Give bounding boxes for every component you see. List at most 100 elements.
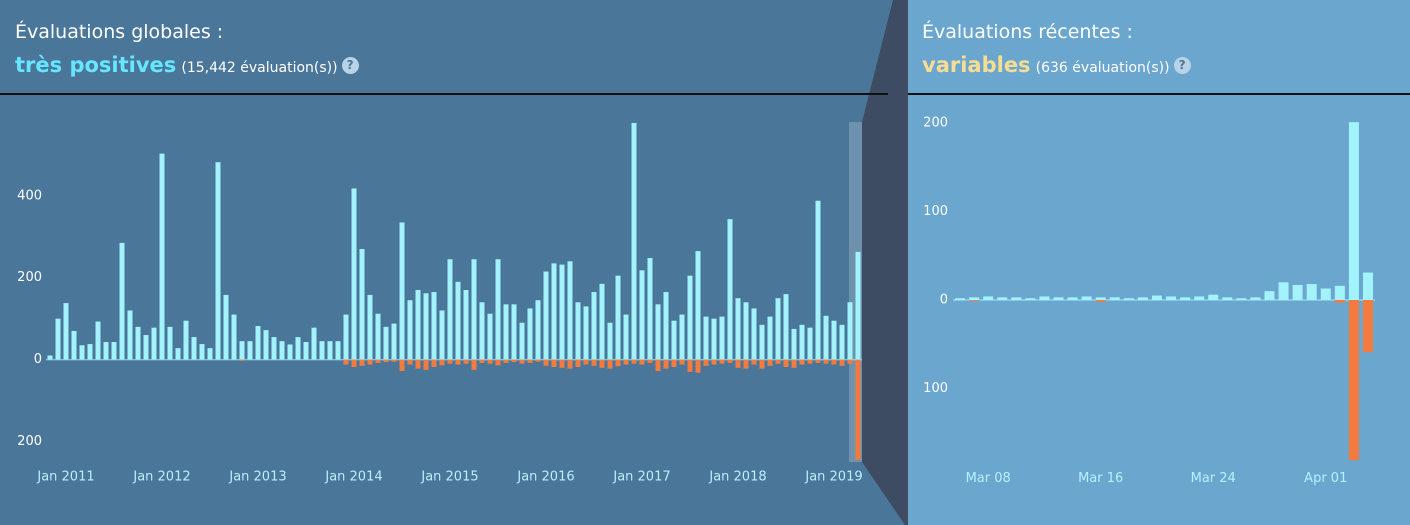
bar bbox=[775, 359, 781, 364]
bar bbox=[1334, 299, 1345, 303]
bar bbox=[1095, 299, 1106, 302]
review-count: (15,442 évaluation(s)) bbox=[181, 60, 338, 76]
bar bbox=[623, 359, 629, 365]
bar bbox=[1348, 299, 1359, 461]
y-tick-label: 400 bbox=[17, 188, 42, 203]
bar bbox=[279, 341, 285, 360]
bar bbox=[855, 251, 861, 360]
help-icon[interactable]: ? bbox=[1173, 57, 1191, 74]
bar bbox=[969, 299, 980, 301]
bar bbox=[855, 359, 861, 460]
bar bbox=[391, 323, 397, 360]
bar bbox=[1292, 284, 1303, 300]
bar bbox=[671, 359, 677, 367]
bar bbox=[343, 314, 349, 360]
bar bbox=[487, 313, 493, 360]
bar bbox=[719, 316, 725, 360]
bar bbox=[47, 355, 53, 360]
bar bbox=[1362, 272, 1373, 300]
bar bbox=[239, 359, 245, 361]
bar bbox=[479, 359, 485, 363]
bar bbox=[639, 359, 645, 365]
bar bbox=[231, 314, 237, 360]
bar bbox=[735, 359, 741, 368]
bar bbox=[759, 324, 765, 360]
bar bbox=[63, 303, 69, 360]
bar bbox=[495, 359, 501, 366]
bar bbox=[263, 330, 269, 360]
bar bbox=[431, 359, 437, 367]
x-tick-label: Jan 2016 bbox=[516, 470, 574, 485]
bar bbox=[111, 342, 117, 360]
bar bbox=[719, 359, 725, 364]
bar bbox=[615, 275, 621, 360]
bar bbox=[687, 359, 693, 372]
bar bbox=[535, 359, 541, 362]
bar bbox=[223, 294, 229, 360]
bar bbox=[687, 275, 693, 360]
bar bbox=[239, 341, 245, 360]
bar bbox=[559, 359, 565, 368]
bar bbox=[175, 348, 181, 360]
bar bbox=[767, 359, 773, 366]
bar bbox=[807, 327, 813, 360]
bar bbox=[727, 219, 733, 360]
bar bbox=[839, 324, 845, 360]
bar bbox=[359, 359, 365, 366]
bar bbox=[567, 359, 573, 369]
bar bbox=[335, 341, 341, 360]
bar bbox=[551, 359, 557, 367]
help-icon[interactable]: ? bbox=[341, 57, 359, 74]
bar bbox=[823, 359, 829, 364]
bar bbox=[791, 328, 797, 360]
bar bbox=[383, 326, 389, 360]
bar bbox=[407, 300, 413, 360]
bar bbox=[647, 258, 653, 360]
bar bbox=[807, 359, 813, 364]
bar bbox=[527, 308, 533, 360]
bar bbox=[359, 249, 365, 360]
bar bbox=[471, 359, 477, 370]
x-tick-label: Mar 08 bbox=[966, 471, 1011, 486]
bar bbox=[383, 359, 389, 363]
bar bbox=[663, 292, 669, 360]
bar bbox=[375, 313, 381, 360]
bar bbox=[1123, 298, 1134, 300]
bar bbox=[439, 310, 445, 360]
bar bbox=[997, 297, 1008, 300]
bar bbox=[311, 327, 317, 360]
bar bbox=[415, 290, 421, 360]
bar bbox=[791, 359, 797, 368]
bar bbox=[727, 359, 733, 363]
bar bbox=[607, 322, 613, 360]
rating: très positives bbox=[15, 53, 177, 77]
bar bbox=[1236, 298, 1247, 300]
bar bbox=[823, 315, 829, 360]
x-tick-label: Jan 2017 bbox=[612, 470, 670, 485]
bar bbox=[1264, 291, 1275, 300]
bar bbox=[439, 359, 445, 366]
bar bbox=[767, 316, 773, 360]
bar bbox=[655, 304, 661, 360]
bar bbox=[127, 310, 133, 360]
y-tick-label: 200 bbox=[17, 270, 42, 285]
bar bbox=[1095, 297, 1106, 300]
bar bbox=[551, 263, 557, 360]
bar bbox=[343, 359, 349, 365]
bar bbox=[583, 306, 589, 360]
bar bbox=[191, 337, 197, 360]
bar bbox=[1194, 296, 1205, 300]
bar bbox=[199, 344, 205, 360]
bar bbox=[167, 326, 173, 360]
x-tick-label: Jan 2011 bbox=[36, 470, 94, 485]
review-count: (636 évaluation(s)) bbox=[1035, 60, 1170, 76]
bar bbox=[447, 359, 453, 364]
bar bbox=[703, 359, 709, 366]
bar bbox=[591, 359, 597, 366]
bar bbox=[135, 326, 141, 360]
bar bbox=[679, 359, 685, 365]
bar bbox=[455, 359, 461, 365]
bar bbox=[743, 302, 749, 360]
bar bbox=[95, 321, 101, 360]
